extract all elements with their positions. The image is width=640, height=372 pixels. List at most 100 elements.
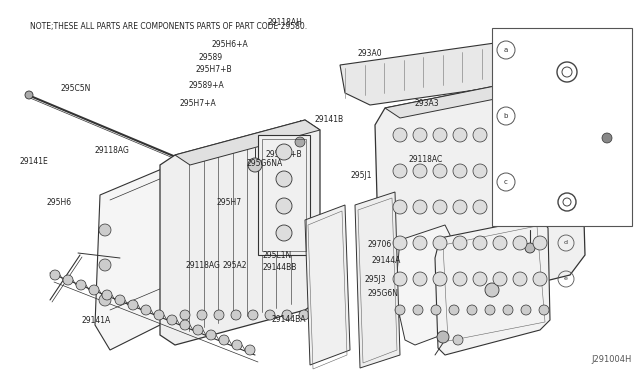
Circle shape	[453, 272, 467, 286]
Text: 293A0: 293A0	[357, 49, 381, 58]
Circle shape	[453, 164, 467, 178]
Text: a: a	[564, 132, 568, 138]
Circle shape	[276, 198, 292, 214]
Circle shape	[89, 285, 99, 295]
Text: 29144BA: 29144BA	[272, 315, 307, 324]
Circle shape	[276, 144, 292, 160]
Text: 29118AG: 29118AG	[186, 262, 220, 270]
Text: 295C5N: 295C5N	[61, 84, 91, 93]
Circle shape	[539, 305, 549, 315]
Text: 29144E: 29144E	[519, 45, 548, 55]
Circle shape	[276, 225, 292, 241]
Text: 295L1N: 295L1N	[262, 251, 292, 260]
Polygon shape	[395, 225, 460, 345]
Text: c: c	[504, 179, 508, 185]
Circle shape	[413, 305, 423, 315]
Circle shape	[473, 200, 487, 214]
Circle shape	[513, 272, 527, 286]
Text: 295G6NA: 295G6NA	[246, 159, 283, 168]
Polygon shape	[355, 192, 400, 368]
Circle shape	[63, 275, 73, 285]
Circle shape	[473, 272, 487, 286]
Text: 295H7: 295H7	[216, 198, 241, 207]
Text: 29144EB: 29144EB	[519, 177, 553, 186]
Circle shape	[533, 164, 547, 178]
Circle shape	[453, 335, 463, 345]
Text: 295H7+B: 295H7+B	[266, 150, 302, 159]
Circle shape	[395, 305, 405, 315]
Circle shape	[25, 91, 33, 99]
Bar	[492, 28, 632, 226]
Circle shape	[115, 295, 125, 305]
Circle shape	[433, 236, 447, 250]
Circle shape	[493, 128, 507, 142]
Text: 29118AH: 29118AH	[268, 18, 302, 27]
Circle shape	[99, 259, 111, 271]
Circle shape	[449, 305, 459, 315]
Circle shape	[295, 137, 305, 147]
Circle shape	[128, 300, 138, 310]
Circle shape	[493, 236, 507, 250]
Circle shape	[533, 272, 547, 286]
Polygon shape	[160, 120, 320, 345]
Text: 29141E: 29141E	[19, 157, 48, 166]
Text: 295J1: 295J1	[351, 171, 372, 180]
Text: 29141A: 29141A	[82, 316, 111, 325]
Circle shape	[493, 272, 507, 286]
Polygon shape	[375, 72, 585, 318]
Circle shape	[214, 310, 224, 320]
Circle shape	[493, 200, 507, 214]
Circle shape	[493, 164, 507, 178]
Circle shape	[102, 290, 112, 300]
Circle shape	[513, 200, 527, 214]
Circle shape	[154, 310, 164, 320]
Circle shape	[513, 164, 527, 178]
Polygon shape	[305, 205, 350, 365]
Text: 29141B: 29141B	[315, 115, 344, 124]
Circle shape	[485, 305, 495, 315]
Text: a: a	[504, 47, 508, 53]
Text: 295H6: 295H6	[47, 198, 72, 207]
Circle shape	[76, 280, 86, 290]
Circle shape	[393, 236, 407, 250]
Bar	[258, 135, 310, 255]
Circle shape	[193, 325, 203, 335]
Circle shape	[525, 243, 535, 253]
Text: 295H7+B: 295H7+B	[195, 65, 232, 74]
Circle shape	[180, 310, 190, 320]
Circle shape	[473, 164, 487, 178]
Circle shape	[453, 128, 467, 142]
Circle shape	[433, 272, 447, 286]
Circle shape	[413, 200, 427, 214]
Circle shape	[141, 305, 151, 315]
Circle shape	[433, 128, 447, 142]
Circle shape	[393, 200, 407, 214]
Circle shape	[299, 310, 309, 320]
Circle shape	[433, 164, 447, 178]
Text: 295A2: 295A2	[223, 262, 247, 270]
Circle shape	[180, 320, 190, 330]
Circle shape	[50, 270, 60, 280]
Circle shape	[533, 200, 547, 214]
Circle shape	[467, 305, 477, 315]
Circle shape	[99, 224, 111, 236]
Text: 29589: 29589	[198, 53, 223, 62]
Polygon shape	[175, 120, 320, 165]
Text: b: b	[504, 113, 508, 119]
Circle shape	[276, 171, 292, 187]
Text: NOTE;THESE ALL PARTS ARE COMPONENTS PARTS OF PART CODE 29580.: NOTE;THESE ALL PARTS ARE COMPONENTS PART…	[30, 22, 307, 31]
Text: 29144A: 29144A	[371, 256, 401, 265]
Circle shape	[533, 236, 547, 250]
Circle shape	[413, 128, 427, 142]
Circle shape	[231, 310, 241, 320]
Circle shape	[248, 310, 258, 320]
Circle shape	[561, 184, 569, 192]
Text: 29118AC: 29118AC	[408, 155, 443, 164]
Circle shape	[413, 164, 427, 178]
Text: J291004H: J291004H	[591, 355, 632, 364]
Circle shape	[513, 128, 527, 142]
Circle shape	[602, 133, 612, 143]
Circle shape	[473, 128, 487, 142]
Circle shape	[206, 330, 216, 340]
Text: b: b	[564, 169, 568, 173]
